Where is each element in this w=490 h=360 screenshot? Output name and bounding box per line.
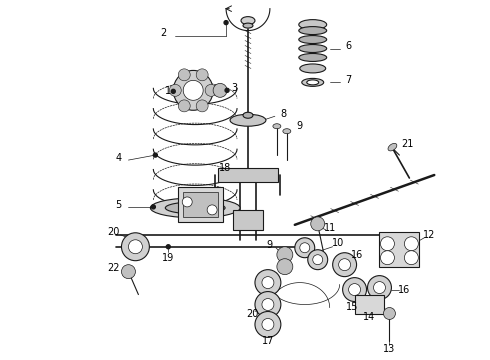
Text: 5: 5 xyxy=(115,200,122,210)
Circle shape xyxy=(404,251,418,265)
Circle shape xyxy=(404,237,418,251)
Ellipse shape xyxy=(150,198,240,218)
Circle shape xyxy=(169,84,181,96)
Circle shape xyxy=(262,276,274,289)
Bar xyxy=(218,168,278,182)
Circle shape xyxy=(182,197,192,207)
Ellipse shape xyxy=(302,78,324,86)
Text: 9: 9 xyxy=(267,240,273,250)
Text: 6: 6 xyxy=(345,41,352,50)
Circle shape xyxy=(255,270,281,296)
Circle shape xyxy=(151,205,155,209)
Ellipse shape xyxy=(241,17,255,24)
Ellipse shape xyxy=(307,80,318,85)
Text: 2: 2 xyxy=(160,28,167,37)
Ellipse shape xyxy=(165,202,225,214)
Circle shape xyxy=(255,311,281,337)
Text: 4: 4 xyxy=(116,153,122,163)
Text: 21: 21 xyxy=(401,139,414,149)
Bar xyxy=(178,188,222,222)
Circle shape xyxy=(255,292,281,318)
Text: 9: 9 xyxy=(297,121,303,131)
Circle shape xyxy=(313,255,323,265)
Circle shape xyxy=(224,21,228,24)
Text: 11: 11 xyxy=(323,223,336,233)
Text: 22: 22 xyxy=(107,263,120,273)
Circle shape xyxy=(368,276,392,300)
Bar xyxy=(183,193,218,217)
Circle shape xyxy=(213,84,227,97)
Circle shape xyxy=(153,153,157,157)
Circle shape xyxy=(277,259,293,275)
Circle shape xyxy=(122,233,149,261)
Ellipse shape xyxy=(300,64,326,73)
Circle shape xyxy=(196,100,208,112)
Circle shape xyxy=(300,243,310,253)
Text: 18: 18 xyxy=(219,163,231,173)
Text: 20: 20 xyxy=(246,310,258,319)
Circle shape xyxy=(380,237,394,251)
Ellipse shape xyxy=(299,27,327,35)
Circle shape xyxy=(343,278,367,302)
Circle shape xyxy=(178,100,190,112)
Text: 8: 8 xyxy=(281,109,287,119)
Ellipse shape xyxy=(299,54,327,62)
Ellipse shape xyxy=(283,129,291,134)
Circle shape xyxy=(207,205,217,215)
Bar xyxy=(355,294,385,315)
Bar xyxy=(233,210,263,230)
Circle shape xyxy=(183,80,203,100)
Text: 10: 10 xyxy=(332,238,344,248)
Text: 19: 19 xyxy=(162,253,174,263)
Circle shape xyxy=(311,217,325,231)
Text: 16: 16 xyxy=(398,284,411,294)
Circle shape xyxy=(173,71,213,110)
Text: 17: 17 xyxy=(262,336,274,346)
Text: 1: 1 xyxy=(165,86,172,96)
Circle shape xyxy=(178,69,190,81)
Text: 20: 20 xyxy=(107,227,120,237)
Circle shape xyxy=(348,284,361,296)
Bar xyxy=(379,232,419,267)
Circle shape xyxy=(308,250,328,270)
Circle shape xyxy=(373,282,386,293)
Circle shape xyxy=(172,89,175,93)
Circle shape xyxy=(277,247,293,263)
Ellipse shape xyxy=(230,114,266,126)
Circle shape xyxy=(122,265,135,279)
Circle shape xyxy=(384,307,395,319)
Circle shape xyxy=(205,84,217,96)
Ellipse shape xyxy=(243,23,253,28)
Text: 15: 15 xyxy=(346,302,359,311)
Circle shape xyxy=(225,88,229,92)
Text: 13: 13 xyxy=(383,345,395,354)
Ellipse shape xyxy=(388,143,397,151)
Text: 16: 16 xyxy=(351,250,364,260)
Text: 3: 3 xyxy=(231,84,237,93)
Ellipse shape xyxy=(299,20,327,30)
Ellipse shape xyxy=(273,124,281,129)
Text: 14: 14 xyxy=(364,312,376,323)
Circle shape xyxy=(166,245,171,249)
Circle shape xyxy=(128,240,143,254)
Circle shape xyxy=(196,69,208,81)
Ellipse shape xyxy=(243,112,253,118)
Circle shape xyxy=(339,259,350,271)
Ellipse shape xyxy=(299,36,327,44)
Circle shape xyxy=(262,319,274,330)
Text: 7: 7 xyxy=(345,75,352,85)
Ellipse shape xyxy=(299,45,327,53)
Circle shape xyxy=(262,298,274,310)
Circle shape xyxy=(333,253,357,276)
Text: 12: 12 xyxy=(423,230,436,240)
Circle shape xyxy=(295,238,315,258)
Circle shape xyxy=(380,251,394,265)
